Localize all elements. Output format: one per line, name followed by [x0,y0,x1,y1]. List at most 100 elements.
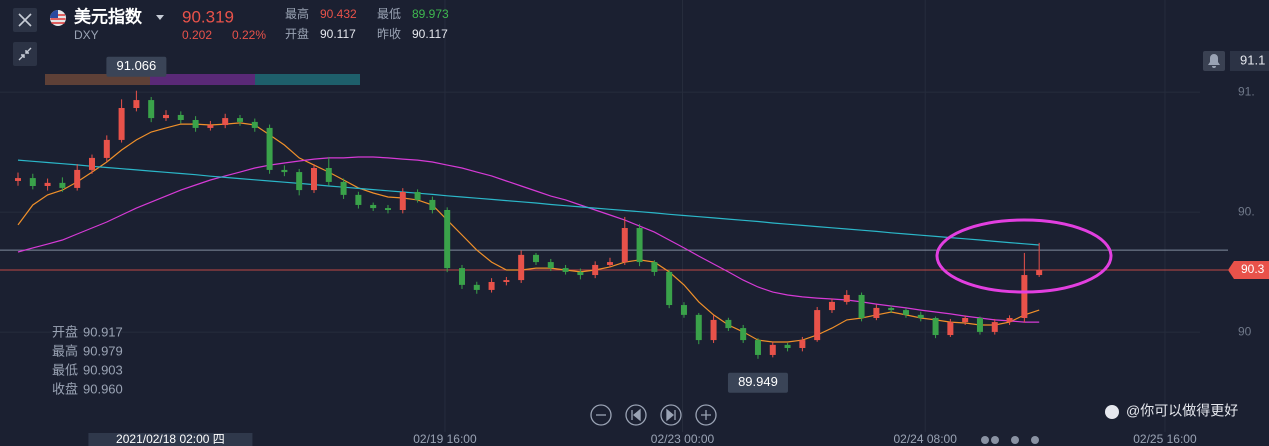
dropdown-icon[interactable] [156,15,164,20]
dot [981,436,989,444]
y-tick-label: 90. [1238,204,1255,218]
end-icon [666,408,676,422]
candle-body [828,301,835,311]
candle-body [458,268,465,285]
obscuring-dots [981,436,1039,444]
stat-value: 89.973 [412,7,449,21]
close-button[interactable] [13,8,37,32]
price: 90.319 [182,7,234,26]
moving-average [17,122,1040,343]
candle-body [843,294,850,302]
price-tag-label: 90.3 [1241,262,1265,276]
candle-body [917,314,924,318]
candle-body [355,194,362,205]
candle-body [118,108,125,140]
candle-body [384,208,391,210]
dot [1011,436,1019,444]
collapse-icon [18,47,32,61]
x-tick-label: 02/23 00:00 [651,432,715,446]
scroll-start-button[interactable] [625,404,647,426]
candle-body [177,114,184,120]
info-value: 90.903 [83,362,123,377]
zoom-in-button[interactable] [695,404,717,426]
watermark-icon [1105,405,1119,419]
stat-value: 90.432 [320,7,357,21]
candle-body [680,305,687,315]
stat-label: 昨收 [377,27,401,41]
candle-body [74,169,81,188]
candle-body [532,254,539,263]
candle-body [666,271,673,306]
candle-body [858,294,865,318]
alert-bell[interactable] [1203,51,1225,71]
candle-body [133,100,140,108]
x-tick-label: 02/25 16:00 [1133,432,1197,446]
candle-body [1021,275,1028,318]
alert-tag [1230,50,1269,71]
button-circle [625,404,647,426]
candle-body [370,204,377,209]
candle-body [222,118,229,126]
candle-body [340,181,347,195]
button-circle [660,404,682,426]
candle-body [651,262,658,272]
plus-icon [701,410,711,420]
title: 美元指数 [74,6,143,26]
candle-body [236,118,243,122]
candle-body [725,319,732,329]
candle-body [932,318,939,336]
collapse-button[interactable] [13,42,37,66]
candle-body [962,318,969,323]
extreme-tag [106,56,167,77]
candle-body [148,100,155,119]
blur-strip [150,74,255,85]
candle-body [547,262,554,269]
candle-body [740,328,747,341]
moving-average [17,159,1040,246]
extreme-tag-label: 91.066 [117,58,157,73]
candle-body [399,192,406,210]
candle-body [503,280,510,282]
stats: 最高 90.432 开盘 90.117 最低 89.973 昨收 90.117 [285,6,449,41]
candle-body [577,271,584,276]
crosshair-tag [88,433,253,446]
candle-body [710,319,717,341]
symbol: DXY [74,28,99,42]
info-value: 90.979 [83,343,123,358]
candle-body [429,199,436,210]
price-tag [1228,261,1269,279]
info-label: 最低 [52,362,78,377]
candle-body [562,268,569,272]
candle-body [1036,270,1043,276]
flag [50,10,66,26]
x-tick-label: 02/24 08:00 [894,432,958,446]
candle-body [88,157,95,170]
candle-body [947,322,954,336]
dot [991,436,999,444]
candle-body [695,314,702,341]
moving-average [17,156,1040,323]
extreme-tag-label: 89.949 [738,374,778,389]
dot [1031,436,1039,444]
candle-body [251,121,258,128]
stat-label: 最高 [285,6,309,21]
candle-body [799,340,806,348]
zoom-out-button[interactable] [590,404,612,426]
nav-buttons [590,404,717,426]
blur-strip [45,74,150,85]
grid [0,0,1200,432]
candle-body [873,307,880,318]
annotation-ellipse [935,218,1113,294]
candle-body [518,254,525,281]
stat-label: 最低 [377,7,401,21]
candle-body [325,168,332,182]
candle-body [162,114,169,119]
button-circle [590,404,612,426]
scroll-end-button[interactable] [660,404,682,426]
bell-icon [1208,54,1220,68]
candle-body [902,310,909,315]
extreme-tag [727,372,788,393]
stat-value: 90.117 [320,27,356,41]
